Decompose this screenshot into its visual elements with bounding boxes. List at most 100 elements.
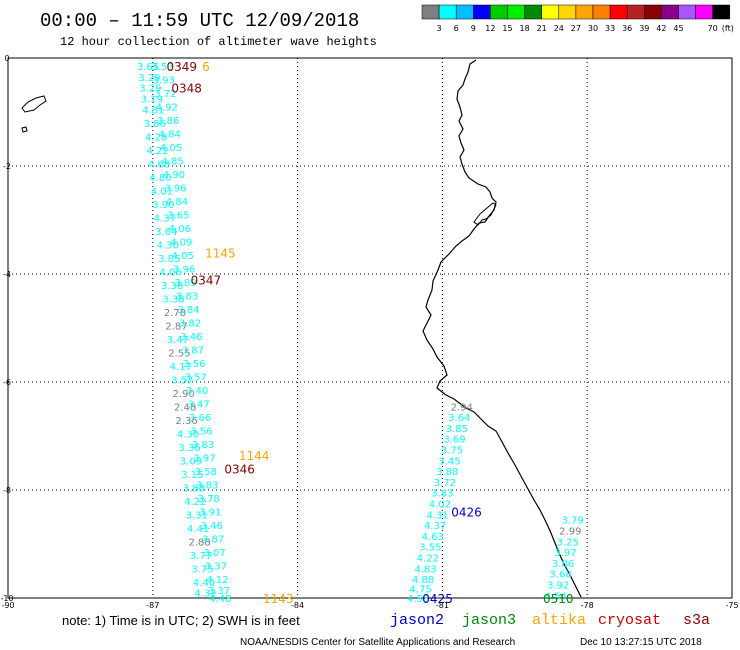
swh-value-label: 3.45 — [439, 456, 461, 467]
colorbar-unit: (ft) — [722, 24, 734, 33]
pass-time-label: 0346 — [224, 462, 255, 476]
colorbar-legend: 3 6 9 12 15 18 21 24 27 30 33 36 39 42 45 70 (ft) — [421, 4, 734, 33]
swh-value-label: 3.86 — [144, 119, 166, 130]
swh-value-label: 4.63 — [422, 532, 444, 543]
satellite-legend-altika: altika — [532, 612, 586, 629]
swh-value-label: 2.88 — [188, 537, 210, 548]
colorbar-tick-label: 9 — [471, 24, 476, 33]
swh-value-label: 3.47 — [167, 335, 189, 346]
swh-value-label: 3.68 — [550, 570, 572, 581]
pass-time-label: 0510 — [543, 592, 574, 606]
latitude-ticks: 0 -2 -4 -6 -8 -10 — [0, 54, 13, 603]
pass-time-label: 1145 — [205, 246, 236, 260]
satellite-legend-cryosat: cryosat — [598, 612, 661, 629]
swh-value-label: 3.47 — [188, 400, 210, 411]
swh-value-label: 4.09 — [170, 238, 192, 249]
colorbar-tick-label: 21 — [537, 24, 547, 33]
colorbar-tick-label: 6 — [454, 24, 459, 33]
swh-value-label: 2.55 — [168, 348, 190, 359]
swh-value-label: 4.84 — [166, 197, 188, 208]
swh-value-label: 3.37 — [208, 586, 230, 597]
swh-value-label: 3.56 — [183, 359, 205, 370]
swh-value-label: 3.64 — [155, 227, 177, 238]
swh-value-label: 4.22 — [146, 146, 168, 157]
satellite-legend-s3a: s3a — [683, 612, 710, 629]
colorbar-tick-label: 30 — [588, 24, 598, 33]
latitude-tick-label: 0 — [4, 54, 9, 63]
swh-value-label: 3.65 — [137, 62, 159, 73]
colorbar-tick-label: 33 — [605, 24, 615, 33]
colorbar-swatch — [661, 4, 679, 20]
swh-value-label: 3.96 — [164, 184, 186, 195]
coastline-south-america — [422, 59, 582, 598]
coastline — [21, 59, 582, 598]
colorbar-tick-label: 15 — [502, 24, 512, 33]
swh-value-label: 3.97 — [193, 454, 215, 465]
swh-value-label: 4.37 — [154, 213, 176, 224]
pass-time-label: 1144 — [239, 449, 270, 463]
pass-time-label: 1143 — [263, 592, 294, 606]
swh-value-label: 3.83 — [431, 489, 453, 500]
colorbar-swatch — [575, 4, 594, 20]
colorbar-tick-label: 12 — [485, 24, 495, 33]
longitude-tick-label: -90 — [1, 601, 14, 610]
swh-value-label: 3.55 — [419, 543, 441, 554]
longitude-ticks: -90 -87 -84 -81 -78 -75 — [1, 601, 738, 610]
colorbar-swatch — [438, 4, 457, 20]
swh-value-label: 4.31 — [426, 510, 448, 521]
swh-value-label: 3.07 — [203, 548, 225, 559]
swh-value-label: 4.37 — [424, 521, 446, 532]
track-west-1: 3.653.293.293.194.813.864.284.224.684.80… — [137, 62, 217, 599]
swh-value-label: 3.29 — [138, 73, 160, 84]
swh-value-label: 3.87 — [202, 535, 224, 546]
colorbar-swatch — [558, 4, 577, 20]
map-title: 00:00 – 11:59 UTC 12/09/2018 — [40, 10, 359, 32]
swh-value-label: 3.25 — [557, 537, 579, 548]
swh-value-label: 2.99 — [559, 527, 581, 538]
swh-value-label: 3.91 — [199, 508, 221, 519]
colorbar-swatch — [609, 4, 628, 20]
colorbar-tick-label: 24 — [554, 24, 564, 33]
longitude-tick-label: -75 — [725, 601, 738, 610]
swh-value-label: 3.83 — [192, 440, 214, 451]
swh-value-label: 3.75 — [191, 564, 213, 575]
colorbar-swatch — [421, 4, 440, 20]
swh-value-label: 4.06 — [160, 267, 182, 278]
swh-value-label: 4.28 — [145, 132, 167, 143]
satellite-legend: jason2 jason3 altika cryosat s3a — [390, 612, 710, 629]
swh-value-label: 3.37 — [205, 562, 227, 573]
swh-value-label: 3.85 — [446, 424, 468, 435]
latitude-tick-label: -2 — [3, 162, 11, 171]
swh-value-label: 3.85 — [158, 254, 180, 265]
swh-value-label: 4.85 — [161, 157, 183, 168]
swh-value-label: 3.57 — [185, 373, 207, 384]
swh-value-label: 4.41 — [187, 524, 209, 535]
swh-value-label: 3.31 — [186, 510, 208, 521]
swh-value-label: 3.84 — [177, 305, 199, 316]
colorbar-tick-label: 3 — [437, 24, 442, 33]
swh-value-label: 3.83 — [176, 292, 198, 303]
swh-value-label: 4.30 — [157, 240, 179, 251]
swh-value-label: 4.05 — [160, 143, 182, 154]
swh-value-label: 2.94 — [451, 402, 473, 413]
footer-credit: NOAA/NESDIS Center for Satellite Applica… — [240, 637, 515, 648]
pass-time-label: 0349 — [166, 60, 197, 74]
swh-value-label: 4.40 — [193, 578, 215, 589]
map-frame — [7, 57, 733, 599]
latitude-tick-label: -10 — [0, 594, 13, 603]
swh-value-label: 3.57 — [171, 375, 193, 386]
swh-value-label: 4.92 — [156, 103, 178, 114]
colorbar-swatch — [712, 4, 731, 20]
swh-value-label: 4.75 — [410, 584, 432, 595]
swh-value-label: 3.09 — [180, 456, 202, 467]
swh-value-label: 4.22 — [417, 554, 439, 565]
swh-value-label: 3.83 — [196, 481, 218, 492]
swh-value-label: 4.05 — [172, 251, 194, 262]
map-subtitle: 12 hour collection of altimeter wave hei… — [60, 35, 377, 49]
colorbar-tick-label: 18 — [520, 24, 530, 33]
track-east-2: 3.792.993.253.973.863.683.924.54 — [545, 516, 584, 603]
swh-value-label: 3.46 — [201, 521, 223, 532]
swh-value-label: 3.77 — [190, 551, 212, 562]
